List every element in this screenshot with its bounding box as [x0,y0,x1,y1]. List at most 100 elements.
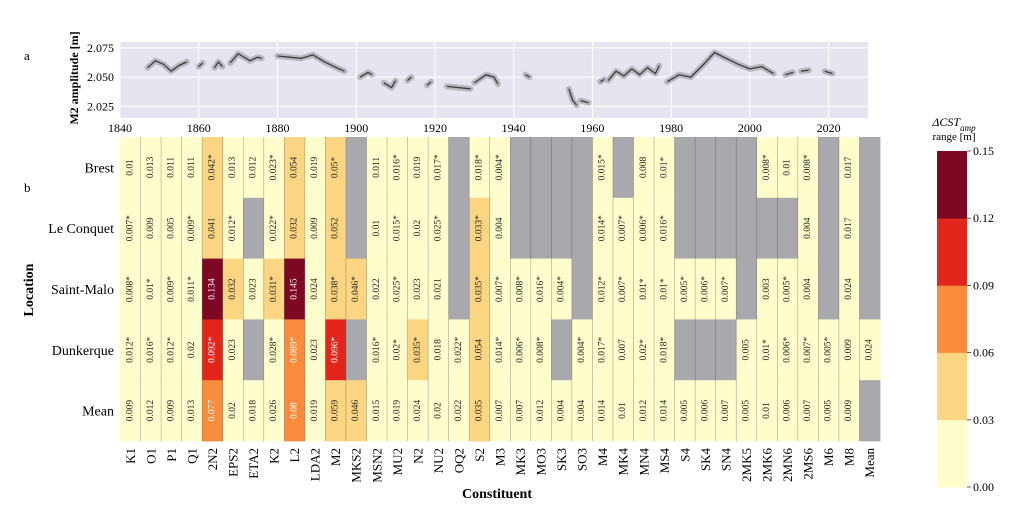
heatmap-cell-label: 0.01 [125,159,135,176]
heatmap-cell-label: 0.005 [680,400,690,422]
panel-a-x-tick-label: 1980 [659,121,683,135]
heatmap-cell-label: 0.035* [413,336,423,362]
heatmap-column-label: MK3 [513,448,528,475]
heatmap-cell [571,380,593,442]
heatmap-cell-label: 0.018 [249,400,259,422]
heatmap-cell [284,137,306,199]
colorbar-band [937,151,967,219]
heatmap-cell [510,258,532,320]
heatmap-cell-missing [448,258,470,320]
heatmap-column-label: M6 [821,448,836,467]
heatmap-cell [592,137,614,199]
heatmap-cell [469,319,491,381]
heatmap-cell [674,258,696,320]
panel-b-heatmap: b 0.01 0.013 0.011 0.011 0.042* 0.013 0.012 0.0… [22,137,881,502]
heatmap-cell-missing [510,137,532,199]
heatmap-cell-label: 0.02 [413,220,423,237]
heatmap-cell-label: 0.016* [392,154,402,180]
heatmap-column-label: ETA2 [246,448,261,479]
panel-a-y-axis-label: M2 amplitude [m] [67,31,81,124]
heatmap-cell [633,258,655,320]
heatmap-cell [777,258,799,320]
heatmap-cell [715,380,737,442]
heatmap-cell-label: 0.092* [207,336,217,362]
heatmap-cell-label: 0.08 [290,402,300,419]
heatmap-cell [469,258,491,320]
heatmap-column-label: SK4 [698,448,713,472]
heatmap-cell-label: 0.005 [742,400,752,422]
heatmap-cell [387,319,408,381]
panel-a-series-line [599,78,605,83]
heatmap-cell [161,137,183,199]
heatmap-cell-label: 0.012* [228,215,238,241]
heatmap-column-label: EPS2 [226,448,241,477]
panel-a-series-line [801,69,809,72]
heatmap-cell-missing [859,258,881,320]
heatmap-column-label: 2MN6 [780,448,795,482]
heatmap-cell [181,137,203,199]
panel-a-x-tick-label: 1940 [502,121,526,135]
heatmap-cell-label: 0.013 [146,156,156,178]
panel-a-x-tick-label: 1960 [580,121,604,135]
heatmap-cell-label: 0.015 [372,400,382,422]
heatmap-cell-missing [736,197,758,259]
heatmap-column-label: M4 [595,448,610,467]
heatmap-cell [489,258,511,320]
heatmap-cell-label: 0.006 [700,400,710,422]
panel-a-x-tick-label: 1860 [187,121,211,135]
heatmap-cell-label: 0.01 [372,220,382,237]
heatmap-cell-label: 0.009* [166,276,176,302]
panel-a-x-tick-label: 1920 [423,121,447,135]
heatmap-cell [181,319,203,381]
heatmap-cell-label: 0.008* [125,276,135,302]
heatmap-cell [530,258,552,320]
colorbar-tick-label: 0.06 [973,346,994,360]
heatmap-cell-label: 0.023 [228,339,238,361]
heatmap-cell-label: 0.007* [618,215,628,241]
heatmap-cell-label: 0.004* [577,336,587,362]
heatmap-cell [756,380,778,442]
panel-a-series-line [446,85,471,90]
heatmap-cell [366,380,388,442]
heatmap-cell-label: 0.007* [495,276,505,302]
heatmap-cell [530,319,552,381]
heatmap-cell-label: 0.007* [618,276,628,302]
panel-a-series-line [147,60,188,72]
heatmap-cell [161,319,183,381]
heatmap-cell-label: 0.004* [557,276,567,302]
heatmap-cell-label: 0.005 [166,217,176,239]
heatmap-cell-label: 0.006* [783,336,793,362]
heatmap-cell-label: 0.013 [187,400,197,422]
heatmap-cell-label: 0.007* [803,336,813,362]
panel-a-series-line [359,71,373,78]
heatmap-cell-missing [818,137,840,199]
heatmap-cell [633,197,655,259]
heatmap-cell-label: 0.008* [536,336,546,362]
heatmap-cell [777,137,799,199]
heatmap-cell [428,197,450,259]
heatmap-cell-label: 0.017* [433,154,443,180]
heatmap-cell-missing [695,137,717,199]
heatmap-cell-label: 0.011 [166,157,176,178]
heatmap-column-label: S4 [677,448,692,462]
heatmap-cell [489,319,511,381]
colorbar-title-sub: amp [960,123,976,133]
colorbar: ΔCSTamp range [m] 0.150.120.090.060.030.… [931,115,994,494]
heatmap-cell-label: 0.007* [125,215,135,241]
heatmap-cell-label: 0.012 [536,400,546,422]
heatmap-column-label: S2 [472,448,487,462]
panel-a-series-line [473,74,499,85]
heatmap-cell [366,258,388,320]
panel-a-x-tick-label: 1880 [265,121,289,135]
panel-a-series-line [824,70,833,75]
heatmap-column-label: LDA2 [308,448,323,481]
colorbar-tick-label: 0.12 [973,211,994,225]
heatmap-column-label: 2MS6 [801,448,816,480]
heatmap-cell-label: 0.007 [516,400,526,422]
heatmap-cell-label: 0.014 [659,400,669,422]
colorbar-tick-label: 0.03 [973,413,994,427]
heatmap-cell [633,137,655,199]
heatmap-cell-label: 0.035* [475,276,485,302]
heatmap-cell-missing [777,197,799,259]
heatmap-cell [387,197,408,259]
